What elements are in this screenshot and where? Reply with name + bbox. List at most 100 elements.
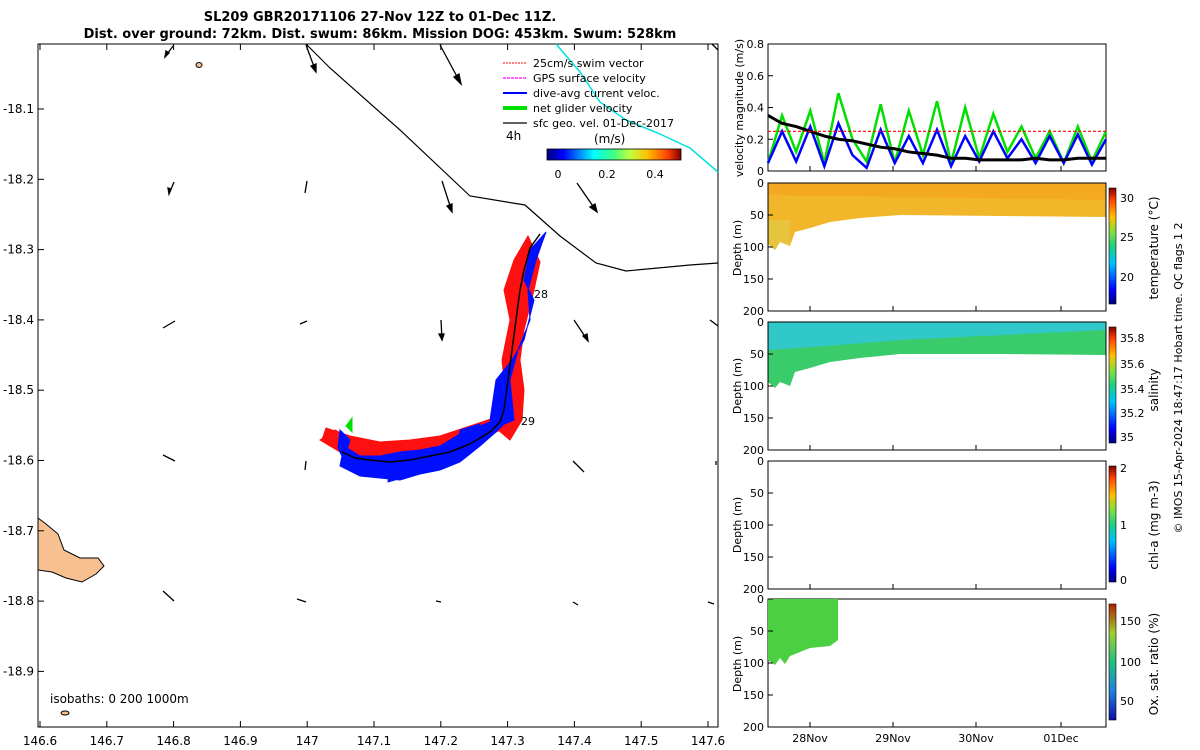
map-y-tick: -18.2 xyxy=(3,172,34,186)
depth-tick: 50 xyxy=(750,348,764,361)
svg-text:25cm/s swim vector: 25cm/s swim vector xyxy=(533,57,644,70)
temperature-heatmap xyxy=(768,183,1106,250)
chla-panel: 2 1 0 chl-a (mg m-3) Depth (m) xyxy=(731,460,1161,590)
depth-tick: 0 xyxy=(757,455,764,468)
net-velocity-marker xyxy=(345,416,353,434)
depth-tick: 150 xyxy=(743,273,764,286)
svg-text:50: 50 xyxy=(1120,695,1134,708)
map-y-tick: -18.3 xyxy=(3,243,34,257)
colorbar-tick-0: 0 xyxy=(555,168,562,181)
oxygen-label: Ox. sat. ratio (%) xyxy=(1147,613,1161,715)
svg-text:sfc geo. vel. 01-Dec-2017: sfc geo. vel. 01-Dec-2017 xyxy=(533,117,674,130)
map-y-tick: -18.9 xyxy=(3,664,34,678)
velocity-series-1 xyxy=(766,119,1108,171)
time-ticks: 28Nov 29Nov 30Nov 01Dec xyxy=(792,166,1079,745)
salinity-colorbar xyxy=(1108,326,1117,444)
colorbar-tick-2: 0.4 xyxy=(646,168,664,181)
velocity-y-tick: 0 xyxy=(757,165,764,178)
salinity-panel: 35.8 35.6 35.4 35.2 35 salinity Depth (m… xyxy=(731,321,1161,451)
map-legend: 25cm/s swim vector GPS surface velocity … xyxy=(503,57,682,181)
depth-tick: 50 xyxy=(750,209,764,222)
depth-tick: 100 xyxy=(743,380,764,393)
svg-text:Depth (m): Depth (m) xyxy=(731,636,744,692)
svg-text:25: 25 xyxy=(1120,231,1134,244)
svg-text:20: 20 xyxy=(1120,271,1134,284)
velocity-ylabel: velocity magnitude (m/s) xyxy=(733,39,746,177)
velocity-y-tick: 0.8 xyxy=(747,38,765,51)
svg-text:GPS surface velocity: GPS surface velocity xyxy=(533,72,646,85)
legend-sfc-geo: sfc geo. vel. 01-Dec-2017 xyxy=(503,117,674,130)
svg-text:0: 0 xyxy=(1120,574,1127,587)
depth-tick: 50 xyxy=(750,487,764,500)
depth-tick: 0 xyxy=(757,593,764,606)
depth-tick: 200 xyxy=(743,721,764,734)
svg-text:100: 100 xyxy=(1120,656,1141,669)
svg-text:35.8: 35.8 xyxy=(1120,332,1145,345)
salinity-label: salinity xyxy=(1147,368,1161,411)
map-x-tick: 147 xyxy=(296,734,319,748)
chart-title-line2: Dist. over ground: 72km. Dist. swum: 86k… xyxy=(83,27,677,42)
map-axes xyxy=(37,43,719,728)
isobath-line-cyan xyxy=(555,43,719,173)
svg-text:35: 35 xyxy=(1120,431,1134,444)
map-x-tick: 147.6 xyxy=(691,734,725,748)
map-x-tick: 146.9 xyxy=(223,734,257,748)
svg-text:dive-avg current veloc.: dive-avg current veloc. xyxy=(533,87,660,100)
map-x-tick: 146.6 xyxy=(23,734,57,748)
colorbar-tick-1: 0.2 xyxy=(598,168,616,181)
svg-text:1: 1 xyxy=(1120,519,1127,532)
depth-tick: 200 xyxy=(743,444,764,457)
map-y-tick: -18.6 xyxy=(3,454,34,468)
svg-text:Depth (m): Depth (m) xyxy=(731,358,744,414)
map-panel: 28 29 25cm/s swim vector GPS surface vel… xyxy=(3,43,725,748)
isobath-line-black xyxy=(305,43,719,272)
depth-tick: 200 xyxy=(743,305,764,318)
map-y-tick: -18.1 xyxy=(3,102,34,116)
time-tick: 01Dec xyxy=(1043,732,1078,745)
map-y-tick: -18.4 xyxy=(3,313,34,327)
depth-tick: 200 xyxy=(743,583,764,596)
footer-credit: © IMOS 15-Apr-2024 18:47:17 Hobart time.… xyxy=(1172,223,1185,534)
depth-tick: 100 xyxy=(743,657,764,670)
time-tick: 29Nov xyxy=(875,732,911,745)
depth-tick: 100 xyxy=(743,241,764,254)
chla-colorbar xyxy=(1108,465,1117,583)
depth-tick: 0 xyxy=(757,177,764,190)
map-x-tick: 146.8 xyxy=(156,734,190,748)
map-x-tick: 147.3 xyxy=(490,734,524,748)
svg-text:Depth (m): Depth (m) xyxy=(731,497,744,553)
svg-text:35.4: 35.4 xyxy=(1120,383,1145,396)
map-y-tick: -18.5 xyxy=(3,383,34,397)
depth-tick: 50 xyxy=(750,625,764,638)
map-x-tick: 147.5 xyxy=(624,734,658,748)
scale-label: 4h xyxy=(506,129,521,143)
temperature-panel: 30 25 20 temperature (°C) Depth (m) xyxy=(731,182,1161,312)
time-tick: 28Nov xyxy=(792,732,828,745)
oxygen-colorbar xyxy=(1108,603,1117,721)
legend-net-velocity: net glider velocity xyxy=(503,102,633,115)
velocity-y-tick: 0.6 xyxy=(747,70,765,83)
map-y-ticks: -18.1 -18.2 -18.3 -18.4 -18.5 -18.6 -18.7 -18.8… xyxy=(3,102,44,678)
depth-tick: 0 xyxy=(757,316,764,329)
velocity-y-tick: 0.4 xyxy=(747,102,765,115)
map-y-tick: -18.8 xyxy=(3,594,34,608)
oxygen-panel: 150 100 50 Ox. sat. ratio (%) Depth (m) xyxy=(731,598,1161,728)
legend-gps-velocity: GPS surface velocity xyxy=(503,72,646,85)
depth-tick: 150 xyxy=(743,412,764,425)
temperature-colorbar xyxy=(1108,187,1117,305)
map-y-tick: -18.7 xyxy=(3,524,34,538)
svg-text:35.6: 35.6 xyxy=(1120,358,1145,371)
small-island-north xyxy=(195,62,203,68)
depth-ticks: 0501001502000501001502000501001502000501… xyxy=(743,177,773,734)
map-x-tick: 147.2 xyxy=(424,734,458,748)
depth-tick: 150 xyxy=(743,551,764,564)
svg-text:Depth (m): Depth (m) xyxy=(731,220,744,276)
velocity-panel: 0 0.2 0.4 0.6 0.8 velocity magnitude (m/s) xyxy=(733,38,1108,178)
map-x-tick: 146.7 xyxy=(90,734,124,748)
svg-text:2: 2 xyxy=(1120,462,1127,475)
map-x-ticks: 146.6 146.7 146.8 146.9 147 147.1 147.2 147.3 14… xyxy=(23,44,725,748)
chla-label: chl-a (mg m-3) xyxy=(1147,480,1161,569)
small-island-south xyxy=(60,710,70,716)
velocity-series-2 xyxy=(767,114,1106,162)
